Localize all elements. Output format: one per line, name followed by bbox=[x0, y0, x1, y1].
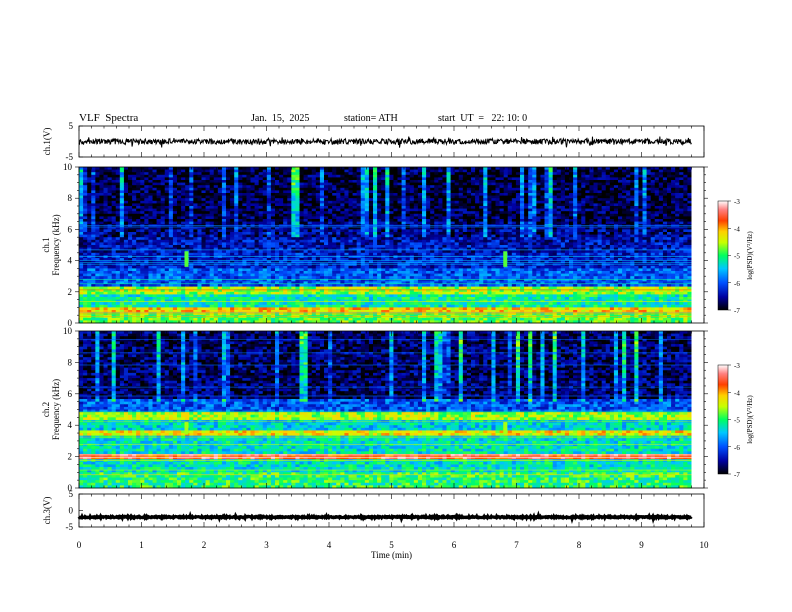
y-axis-label: Frequency (kHz) bbox=[51, 214, 61, 275]
ch2-spectrogram-panel: 0 2 4 6 8 10 ch.2 Frequency (kHz) -3 -4 -5 -6 -7 log(… bbox=[41, 326, 754, 493]
y-axis-label: ch.1 bbox=[41, 237, 51, 252]
ch1-spectrogram-panel: 0 2 4 6 8 10 ch.1 Frequency (kHz) -3 -4 -5 -6 -7 log(… bbox=[41, 162, 754, 328]
date-label: Jan. 15, 2025 bbox=[251, 113, 310, 124]
x-tick-label: 10 bbox=[700, 540, 710, 550]
spectral-feature bbox=[503, 422, 508, 435]
y-tick-label: -5 bbox=[66, 152, 74, 162]
start-time-label: start UT = 22: 10: 0 bbox=[438, 113, 528, 124]
colorbar-tick-label: -7 bbox=[734, 307, 740, 315]
colorbar-label: log(PSD)(V²/Hz) bbox=[746, 395, 754, 444]
colorbar-tick-label: -3 bbox=[734, 198, 740, 206]
colorbar bbox=[717, 200, 729, 311]
y-tick-label: 10 bbox=[63, 162, 73, 172]
x-tick-label: 0 bbox=[77, 540, 82, 550]
y-tick-label: 0 bbox=[68, 318, 73, 328]
colorbar-tick-label: -7 bbox=[734, 471, 740, 479]
x-tick-label: 9 bbox=[639, 540, 644, 550]
colorbar-tick-label: -5 bbox=[734, 417, 740, 425]
y-axis-label: ch.2 bbox=[41, 402, 51, 417]
y-axis-label: ch.1(V) bbox=[42, 128, 52, 156]
x-tick-label: 4 bbox=[327, 540, 332, 550]
y-tick-label: 8 bbox=[68, 357, 73, 367]
spectral-feature bbox=[503, 251, 508, 267]
ch1-waveform-panel: 5 -5 ch.1(V) bbox=[42, 121, 705, 162]
ch3-waveform-trace bbox=[77, 510, 693, 525]
y-axis-label: Frequency (kHz) bbox=[51, 379, 61, 440]
y-tick-label: 4 bbox=[68, 420, 73, 430]
spectral-feature bbox=[184, 422, 189, 435]
spectral-feature bbox=[184, 251, 189, 267]
x-tick-label: 7 bbox=[514, 540, 519, 550]
x-tick-label: 3 bbox=[264, 540, 269, 550]
x-tick-label: 5 bbox=[389, 540, 394, 550]
colorbar-tick-label: -5 bbox=[734, 253, 740, 261]
y-tick-label: 2 bbox=[68, 287, 73, 297]
y-tick-label: 6 bbox=[68, 224, 73, 234]
y-tick-label: 8 bbox=[68, 193, 73, 203]
x-tick-label: 6 bbox=[452, 540, 457, 550]
station-label: station= ATH bbox=[344, 113, 398, 124]
ch1-spectrogram-cells bbox=[79, 167, 692, 324]
colorbar-tick-label: -3 bbox=[734, 362, 740, 370]
y-tick-label: 0 bbox=[69, 506, 74, 516]
colorbar-tick-label: -6 bbox=[734, 280, 740, 288]
x-tick-label: 8 bbox=[577, 540, 582, 550]
y-tick-label: 5 bbox=[69, 489, 74, 499]
y-tick-label: 5 bbox=[69, 121, 74, 131]
y-tick-label: 0 bbox=[68, 483, 73, 493]
y-tick-label: 10 bbox=[63, 326, 73, 336]
colorbar-tick-label: -4 bbox=[734, 225, 740, 233]
y-tick-label: 2 bbox=[68, 452, 73, 462]
y-axis-label: ch.3(V) bbox=[42, 497, 52, 525]
x-axis: 0 1 2 3 4 5 6 7 8 9 10 Time (min) bbox=[77, 540, 709, 560]
ch3-waveform-panel: 5 0 -5 ch.3(V) bbox=[42, 489, 705, 532]
ch1-waveform-trace bbox=[78, 136, 692, 148]
y-tick-label: 4 bbox=[68, 256, 73, 266]
y-tick-label: -5 bbox=[66, 522, 74, 532]
x-axis-label: Time (min) bbox=[371, 550, 412, 560]
colorbar-label: log(PSD)(V²/Hz) bbox=[746, 231, 754, 280]
colorbar-tick-label: -6 bbox=[734, 444, 740, 452]
colorbar-tick-label: -4 bbox=[734, 389, 740, 397]
x-tick-label: 2 bbox=[202, 540, 207, 550]
y-tick-label: 6 bbox=[68, 389, 73, 399]
x-tick-label: 1 bbox=[139, 540, 144, 550]
ch2-spectrogram-cells bbox=[79, 331, 692, 489]
colorbar bbox=[717, 364, 729, 475]
chart-title: VLF Spectra bbox=[79, 112, 139, 124]
